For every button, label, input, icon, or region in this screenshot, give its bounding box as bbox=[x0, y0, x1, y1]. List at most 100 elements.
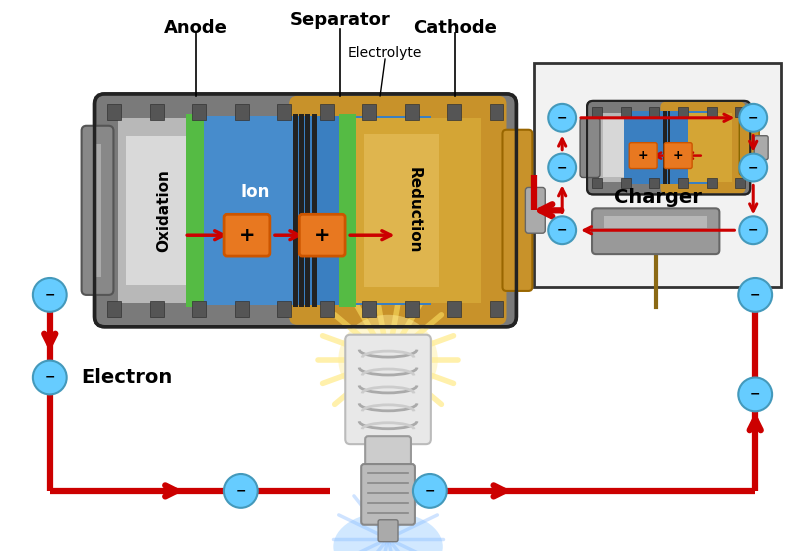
Circle shape bbox=[224, 474, 258, 508]
Bar bbox=[706, 107, 717, 117]
Bar bbox=[678, 107, 688, 117]
Text: −: − bbox=[748, 161, 758, 174]
Text: Separator: Separator bbox=[290, 12, 390, 29]
Bar bbox=[604, 216, 707, 228]
Bar bbox=[624, 111, 716, 184]
FancyBboxPatch shape bbox=[664, 142, 692, 168]
Text: Electrolyte: Electrolyte bbox=[348, 46, 422, 60]
Bar bbox=[278, 104, 291, 120]
Bar bbox=[356, 118, 481, 303]
Bar bbox=[107, 301, 122, 317]
Bar bbox=[192, 301, 206, 317]
Bar bbox=[320, 301, 334, 317]
FancyBboxPatch shape bbox=[82, 126, 114, 295]
Text: Ion: Ion bbox=[241, 183, 270, 201]
Bar bbox=[666, 111, 667, 184]
Bar bbox=[192, 104, 206, 120]
Text: +: + bbox=[673, 149, 683, 162]
Circle shape bbox=[548, 153, 576, 182]
Bar bbox=[650, 107, 659, 117]
Text: −: − bbox=[557, 161, 567, 174]
Text: −: − bbox=[750, 388, 761, 401]
Bar bbox=[339, 114, 348, 307]
Bar bbox=[447, 301, 461, 317]
Circle shape bbox=[413, 474, 446, 508]
Bar bbox=[347, 114, 357, 307]
Text: −: − bbox=[235, 485, 246, 497]
Text: +: + bbox=[638, 149, 649, 162]
FancyBboxPatch shape bbox=[361, 464, 415, 525]
Bar bbox=[320, 104, 334, 120]
Bar bbox=[592, 107, 602, 117]
FancyBboxPatch shape bbox=[346, 335, 431, 444]
FancyBboxPatch shape bbox=[365, 436, 411, 470]
Bar bbox=[534, 63, 781, 287]
Bar bbox=[189, 116, 431, 305]
Bar bbox=[592, 178, 602, 188]
FancyBboxPatch shape bbox=[592, 208, 719, 254]
Text: −: − bbox=[45, 288, 55, 301]
FancyBboxPatch shape bbox=[224, 214, 270, 256]
Bar bbox=[490, 301, 503, 317]
FancyBboxPatch shape bbox=[661, 102, 746, 193]
FancyBboxPatch shape bbox=[94, 94, 517, 327]
FancyBboxPatch shape bbox=[289, 96, 506, 325]
Text: Oxidation: Oxidation bbox=[156, 169, 171, 252]
Text: Cathode: Cathode bbox=[413, 19, 497, 38]
Bar bbox=[621, 107, 630, 117]
Bar bbox=[678, 178, 688, 188]
Bar bbox=[668, 111, 670, 184]
Bar bbox=[235, 301, 249, 317]
Circle shape bbox=[738, 378, 772, 411]
Bar bbox=[293, 114, 298, 307]
Bar bbox=[362, 104, 376, 120]
Text: −: − bbox=[748, 112, 758, 124]
Bar bbox=[405, 301, 418, 317]
FancyBboxPatch shape bbox=[378, 520, 398, 542]
Bar bbox=[599, 113, 650, 183]
FancyBboxPatch shape bbox=[299, 214, 345, 256]
Circle shape bbox=[739, 216, 767, 244]
Text: +: + bbox=[238, 226, 255, 245]
Bar bbox=[735, 178, 746, 188]
Bar bbox=[735, 107, 746, 117]
Bar bbox=[362, 301, 376, 317]
Circle shape bbox=[548, 104, 576, 132]
Ellipse shape bbox=[334, 512, 442, 552]
Bar bbox=[93, 144, 101, 277]
FancyBboxPatch shape bbox=[754, 136, 768, 160]
FancyBboxPatch shape bbox=[630, 142, 657, 168]
Bar bbox=[706, 178, 717, 188]
Text: −: − bbox=[425, 485, 435, 497]
Bar bbox=[150, 104, 164, 120]
Bar bbox=[621, 178, 630, 188]
Bar bbox=[126, 136, 202, 285]
Bar bbox=[235, 104, 249, 120]
Text: −: − bbox=[557, 224, 567, 237]
Bar bbox=[312, 114, 317, 307]
Bar bbox=[118, 118, 252, 303]
Bar bbox=[603, 119, 629, 177]
Text: Charger: Charger bbox=[614, 188, 702, 207]
Bar bbox=[194, 114, 204, 307]
Circle shape bbox=[739, 104, 767, 132]
FancyBboxPatch shape bbox=[739, 120, 759, 176]
Text: −: − bbox=[45, 371, 55, 384]
Circle shape bbox=[33, 360, 66, 394]
Circle shape bbox=[738, 278, 772, 312]
Bar bbox=[490, 104, 503, 120]
Bar bbox=[663, 111, 665, 184]
Bar bbox=[650, 178, 659, 188]
Text: Anode: Anode bbox=[164, 19, 228, 38]
Bar bbox=[150, 301, 164, 317]
Bar bbox=[364, 134, 439, 287]
Text: −: − bbox=[748, 224, 758, 237]
Text: −: − bbox=[750, 288, 761, 301]
Text: +: + bbox=[314, 226, 330, 245]
Text: −: − bbox=[557, 112, 567, 124]
Bar bbox=[688, 113, 732, 183]
FancyBboxPatch shape bbox=[526, 188, 546, 233]
Text: Electron: Electron bbox=[82, 368, 173, 387]
Bar bbox=[306, 114, 310, 307]
Bar bbox=[107, 104, 122, 120]
